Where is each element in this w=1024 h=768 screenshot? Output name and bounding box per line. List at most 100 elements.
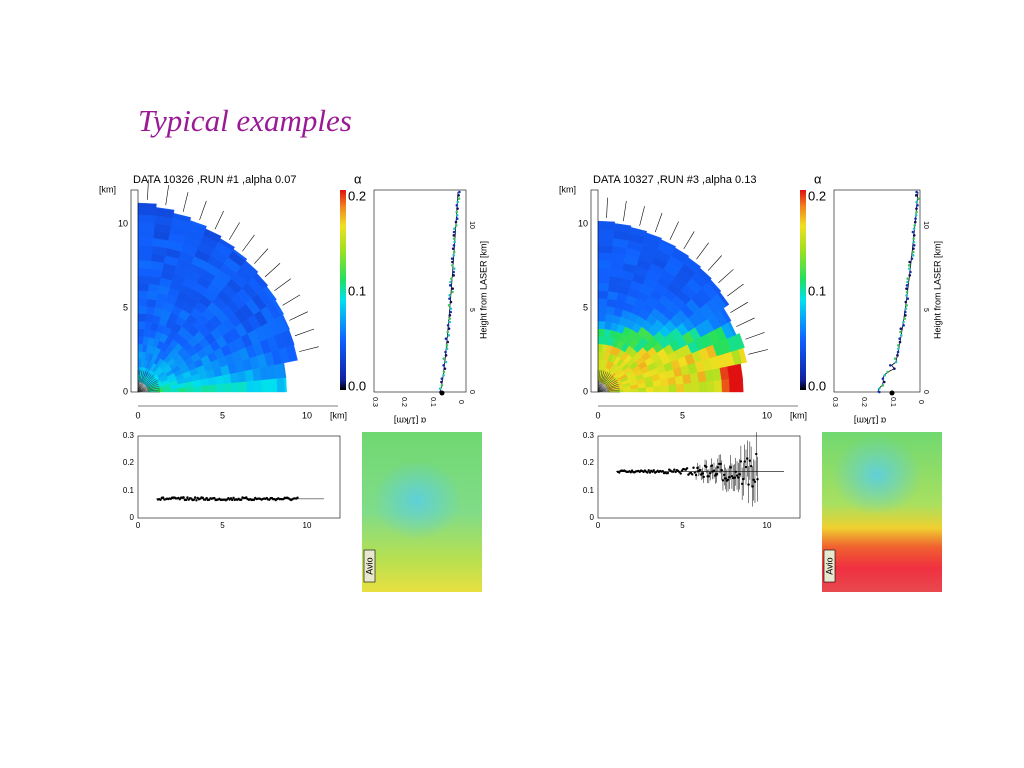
profile-point [445, 344, 449, 347]
series-point [715, 472, 718, 476]
series-point [747, 483, 750, 486]
series-point [744, 465, 748, 469]
colorbar [340, 190, 346, 390]
camera-label: Avio [824, 557, 834, 574]
series-point [296, 496, 299, 499]
map-cell [137, 237, 154, 246]
profile-point [444, 350, 447, 354]
map-cell [597, 297, 608, 307]
profile-point [904, 307, 908, 310]
origin-hatch [137, 381, 158, 393]
profile-point [455, 210, 459, 214]
profile-point [881, 377, 885, 380]
map-cell [137, 214, 156, 224]
map-cell [144, 313, 154, 323]
series-point [648, 471, 652, 474]
camera-label: Avio [364, 557, 374, 574]
profile-point [449, 307, 453, 310]
profile-point [908, 260, 911, 264]
profile-point [888, 364, 892, 367]
series-point [733, 476, 736, 479]
profile-point [448, 314, 452, 317]
series-y-tick: 0 [130, 513, 135, 522]
beam-line [683, 231, 695, 250]
profile-point [456, 200, 460, 204]
profile-point [902, 320, 905, 324]
beam-line [606, 197, 608, 218]
camera-blob [372, 460, 462, 540]
origin-hatch [597, 371, 607, 393]
profile-point [440, 384, 444, 387]
profile-point [908, 267, 911, 270]
profile-x-label: α [1/km] [394, 416, 426, 426]
series-y-tick: 0.1 [583, 486, 595, 495]
series-point [751, 485, 754, 488]
map-cell [597, 237, 614, 246]
profile-point [452, 237, 456, 240]
profile-point [912, 240, 916, 244]
profile-x-tick: 0 [457, 400, 464, 404]
series-point [707, 475, 711, 478]
beam-line [228, 222, 240, 240]
origin-hatch [137, 372, 149, 393]
map-cell [137, 206, 157, 216]
profile-point [904, 314, 907, 317]
series-point [728, 475, 731, 479]
profile-point [911, 230, 915, 234]
map-cell [137, 320, 146, 330]
profile-point [452, 267, 456, 270]
profile-point [894, 360, 898, 364]
series-point [716, 466, 720, 469]
series-point [726, 478, 730, 481]
series-point [671, 470, 675, 473]
beam-line [669, 221, 679, 240]
series-point [673, 468, 676, 471]
origin-hatch [137, 385, 160, 393]
profile-point [905, 284, 909, 287]
profile-point [905, 304, 909, 307]
map-y-unit: [km] [99, 184, 116, 194]
beam-line [654, 212, 663, 233]
map-cell [597, 252, 612, 262]
profile-point [442, 357, 446, 360]
map-cell [137, 351, 143, 360]
origin-hatch [137, 370, 143, 393]
map-cell [597, 290, 609, 299]
origin-hatch [137, 380, 157, 393]
profile-point [909, 270, 912, 274]
origin-hatch [597, 370, 601, 393]
camera-label-box [823, 549, 836, 583]
series-point [696, 466, 699, 470]
map-cell [143, 321, 153, 331]
panel-header: DATA 10326 ,RUN #1 ,alpha 0.07 [133, 174, 296, 186]
series-point [719, 462, 722, 466]
profile-point [448, 297, 451, 300]
beam-line [264, 263, 281, 278]
origin-hatch [137, 375, 154, 393]
series-point [694, 473, 698, 477]
map-cell [603, 321, 613, 331]
map-y-tick: 5 [123, 302, 128, 312]
profile-point [913, 220, 917, 224]
series-point [646, 471, 649, 474]
profile-point [912, 237, 915, 240]
profile-point [899, 334, 903, 337]
series-point [201, 496, 204, 500]
series-point [674, 470, 677, 474]
profile-point [905, 287, 908, 290]
map-cell [597, 335, 604, 345]
series-point [756, 478, 759, 481]
origin-hatch [597, 380, 617, 393]
profile-point [440, 377, 444, 380]
profile-y-tick: 5 [468, 308, 475, 312]
profile-y-tick: 0 [922, 390, 929, 394]
origin-hatch [137, 371, 147, 393]
laser-origin [889, 390, 895, 396]
map-cell [137, 244, 153, 254]
series-point [213, 496, 216, 500]
profile-point [886, 370, 889, 374]
profile-point [915, 190, 918, 194]
origin-hatch [597, 370, 605, 393]
origin-hatch [137, 370, 141, 393]
